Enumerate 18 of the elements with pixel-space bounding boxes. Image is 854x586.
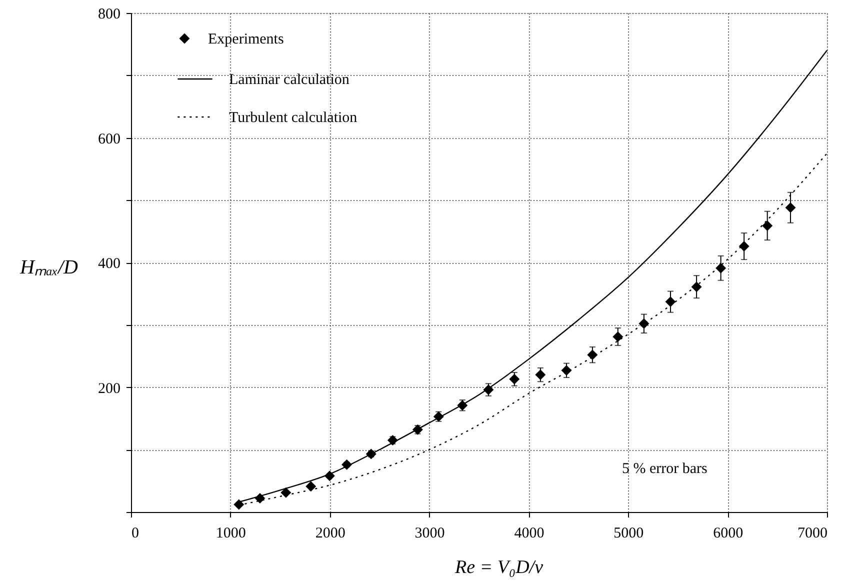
x-tick-label: 3000: [414, 526, 445, 542]
y-tick-label: 600: [98, 131, 120, 148]
x-axis-title: Re = V₀D/ν: [454, 557, 544, 578]
annotation: 5 % error bars: [622, 461, 708, 477]
y-tick-label: 200: [98, 380, 120, 397]
x-tick-label: 1000: [216, 526, 246, 542]
x-tick-label: 6000: [713, 526, 744, 542]
x-tick-label: 0: [132, 526, 139, 542]
x-tick-label: 2000: [315, 526, 346, 542]
legend-label: Experiments: [208, 32, 284, 48]
x-tick-label: 5000: [614, 526, 644, 542]
y-tick-label: 400: [98, 256, 120, 272]
legend-label: Turbulent calculation: [229, 110, 358, 126]
x-tick-label: 7000: [798, 526, 828, 542]
legend-label: Laminar calculation: [229, 72, 350, 88]
y-tick-label: 800: [98, 6, 120, 22]
y-axis-title: Hₘₐₓ/D: [19, 256, 79, 278]
x-tick-label: 4000: [514, 526, 544, 542]
